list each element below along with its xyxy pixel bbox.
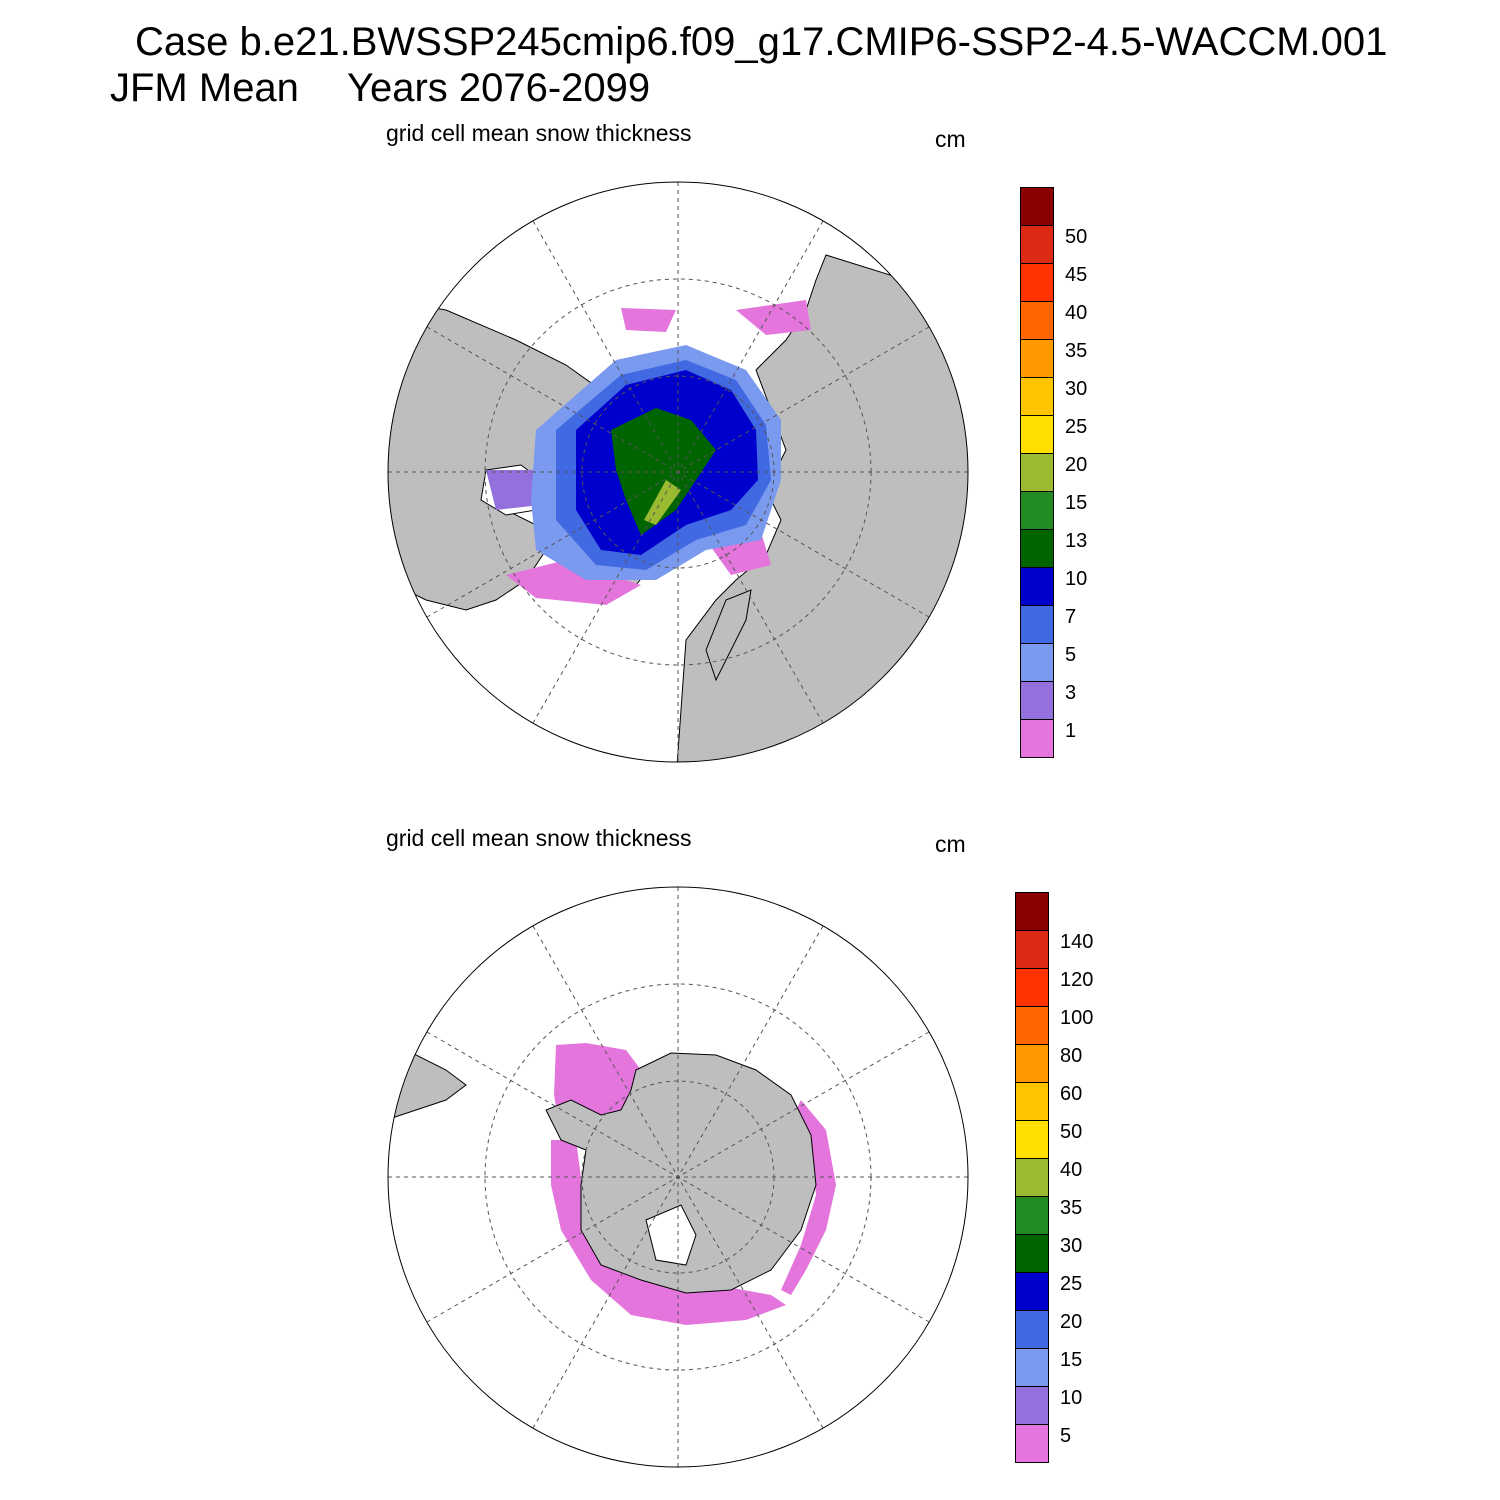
colorbar-tick-label: 50 (1065, 226, 1088, 248)
ross-ice-shelf (645, 1204, 697, 1266)
colorbar-swatch (1015, 1386, 1049, 1425)
colorbar-tick-label: 35 (1065, 340, 1088, 362)
colorbar-swatch (1020, 301, 1054, 340)
colorbar-swatch (1015, 1120, 1049, 1159)
arctic-snow-lt1-okhotsk (736, 300, 811, 335)
colorbar-tick-label: 1 (1065, 720, 1077, 742)
colorbar-swatch (1015, 968, 1049, 1007)
colorbar-tick-label: 120 (1060, 969, 1094, 991)
colorbar-swatch (1020, 605, 1054, 644)
south-units-label: cm (935, 831, 966, 857)
colorbar-tick-label: 20 (1065, 454, 1088, 476)
season-label: JFM Mean (110, 66, 299, 110)
arctic-graticule (388, 182, 968, 762)
colorbar-swatch (1020, 491, 1054, 530)
colorbar-swatch (1020, 719, 1054, 758)
colorbar-swatch (1020, 187, 1054, 226)
colorbar-tick-label: 10 (1065, 568, 1088, 590)
colorbar-tick-label: 35 (1060, 1197, 1083, 1219)
colorbar-swatch (1020, 643, 1054, 682)
north-units-label: cm (935, 126, 966, 152)
years-label: Years 2076-2099 (346, 66, 651, 110)
colorbar-tick-label: 3 (1065, 682, 1077, 704)
colorbar-tick-label: 140 (1060, 931, 1094, 953)
colorbar-swatch (1020, 225, 1054, 264)
colorbar-tick-label: 13 (1065, 530, 1088, 552)
colorbar-tick-label: 15 (1065, 492, 1088, 514)
colorbar-tick-label: 25 (1065, 416, 1088, 438)
colorbar-tick-label: 25 (1060, 1273, 1083, 1295)
colorbar-swatch (1015, 1006, 1049, 1045)
colorbar-tick-label: 80 (1060, 1045, 1083, 1067)
arctic-snow-1-3 (486, 470, 541, 510)
colorbar-tick-label: 5 (1065, 644, 1077, 666)
colorbar-swatch (1020, 529, 1054, 568)
colorbar-tick-label: 40 (1060, 1159, 1083, 1181)
colorbar-swatch (1020, 681, 1054, 720)
colorbar-swatch (1020, 377, 1054, 416)
antarctic-snow-ross-amundsen (551, 1140, 786, 1325)
colorbar-swatch (1015, 1348, 1049, 1387)
colorbar-swatch (1015, 930, 1049, 969)
colorbar-swatch (1015, 1272, 1049, 1311)
colorbar-tick-label: 30 (1065, 378, 1088, 400)
arctic-snow-lt1 (506, 560, 641, 605)
colorbar-swatch (1015, 1082, 1049, 1121)
scandinavia-land (705, 589, 752, 682)
colorbar-swatch (1015, 1044, 1049, 1083)
colorbar-swatch (1020, 415, 1054, 454)
colorbar-tick-label: 7 (1065, 606, 1077, 628)
arctic-map (387, 181, 969, 763)
arctic-snow-lt1-bering (621, 308, 676, 332)
colorbar-tick-label: 10 (1060, 1387, 1083, 1409)
colorbar-swatch (1015, 1158, 1049, 1197)
colorbar-tick-label: 60 (1060, 1083, 1083, 1105)
colorbar-swatch (1020, 453, 1054, 492)
colorbar-tick-label: 30 (1060, 1235, 1083, 1257)
colorbar-swatch (1015, 1310, 1049, 1349)
colorbar-swatch (1015, 1196, 1049, 1235)
colorbar-swatch (1020, 567, 1054, 606)
colorbar-tick-label: 50 (1060, 1121, 1083, 1143)
antarctic-snow-east (781, 1100, 836, 1295)
colorbar-swatch (1015, 892, 1049, 931)
antarctic-map (387, 886, 969, 1468)
north-panel-title: grid cell mean snow thickness (386, 120, 692, 146)
case-title: Case b.e21.BWSSP245cmip6.f09_g17.CMIP6-S… (135, 20, 1388, 64)
colorbar-swatch (1020, 339, 1054, 378)
colorbar-tick-label: 5 (1060, 1425, 1072, 1447)
colorbar-swatch (1015, 1424, 1049, 1463)
colorbar-tick-label: 100 (1060, 1007, 1094, 1029)
antarctic-graticule (388, 887, 968, 1467)
arctic-snow-13-15 (644, 480, 681, 525)
period-title: JFM Mean Years 2076-2099 (110, 66, 650, 110)
colorbar-tick-label: 20 (1060, 1311, 1083, 1333)
colorbar-tick-label: 15 (1060, 1349, 1083, 1371)
colorbar-swatch (1020, 263, 1054, 302)
colorbar-swatch (1015, 1234, 1049, 1273)
colorbar-tick-label: 40 (1065, 302, 1088, 324)
antarctica-land (545, 1052, 817, 1294)
colorbar-tick-label: 45 (1065, 264, 1088, 286)
south-panel-title: grid cell mean snow thickness (386, 825, 692, 851)
